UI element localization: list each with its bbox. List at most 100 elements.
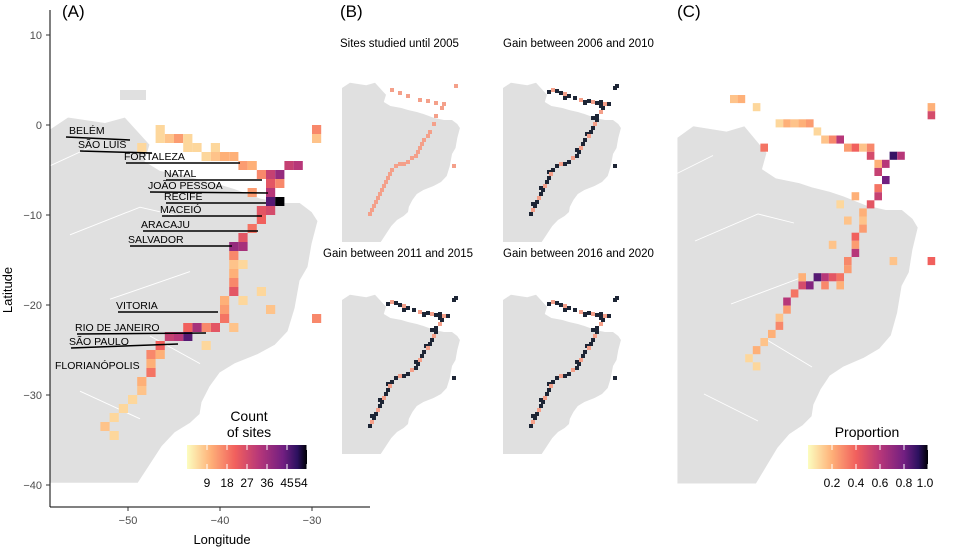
site-marker [563, 374, 567, 378]
heat-cell [192, 143, 202, 152]
heat-cell [882, 159, 890, 168]
site-marker [426, 134, 430, 138]
site-marker [599, 322, 603, 326]
site-marker [591, 312, 595, 316]
heat-cell [927, 103, 936, 112]
heat-cell [836, 281, 844, 290]
heat-cell [828, 273, 837, 282]
city-10: VITORIA [116, 300, 218, 313]
city-name: SÃO PAULO [69, 335, 129, 348]
site-marker [428, 342, 432, 346]
site-marker [386, 388, 390, 392]
heat-cell [882, 176, 890, 185]
heat-cell [836, 273, 844, 282]
heat-cell [201, 152, 211, 161]
site-marker [406, 372, 410, 376]
site-marker [406, 94, 410, 98]
heat-cell [109, 413, 119, 422]
site-marker [595, 313, 599, 317]
heat-cell [874, 192, 882, 201]
site-marker [563, 162, 567, 166]
site-marker [545, 180, 549, 184]
heat-cell [238, 161, 248, 170]
site-marker [551, 300, 555, 304]
heat-cell [821, 273, 829, 282]
site-marker [591, 328, 595, 332]
site-marker [368, 424, 372, 428]
site-marker [390, 380, 394, 384]
site-marker [382, 396, 386, 400]
x-ticks: −50 −40 −30 [119, 507, 322, 527]
site-marker [376, 196, 380, 200]
heat-cell [851, 232, 860, 241]
site-marker [613, 86, 617, 90]
site-marker [420, 142, 424, 146]
subpanel-b3-title: Gain between 2011 and 2015 [323, 248, 473, 260]
heat-cell [266, 170, 276, 179]
heat-cell [790, 119, 799, 128]
x-tick-label: −30 [303, 515, 322, 527]
site-marker [613, 164, 617, 168]
panel-a-land [49, 116, 319, 484]
site-marker [430, 312, 434, 316]
site-marker [539, 192, 543, 196]
heat-cell [220, 314, 230, 323]
legend-count-tick: 9 [204, 476, 211, 490]
heat-cell [874, 159, 882, 168]
heat-cell [164, 332, 174, 341]
heat-cell [183, 134, 193, 143]
heat-cell [174, 332, 184, 341]
site-marker [593, 334, 597, 338]
heat-cell [100, 422, 110, 431]
heat-cell [927, 257, 936, 266]
site-marker [577, 150, 581, 154]
heat-cell [798, 281, 806, 290]
site-marker [438, 312, 442, 316]
site-marker [426, 346, 430, 350]
site-marker [374, 200, 378, 204]
subpanel-b3: Gain between 2011 and 2015 [323, 248, 473, 454]
heat-cell [247, 161, 257, 170]
legend-proportion-tick: 0.4 [848, 476, 865, 490]
site-marker [416, 362, 420, 366]
heat-cell [866, 200, 875, 209]
heat-cell [866, 151, 875, 160]
site-marker [581, 142, 585, 146]
heat-cell [775, 119, 784, 128]
heat-cell [844, 257, 852, 266]
city-12: SÃO PAULO [69, 335, 179, 349]
site-marker [422, 313, 426, 317]
site-marker [398, 91, 402, 95]
heat-cell [266, 197, 276, 206]
heat-cell [859, 224, 867, 233]
heat-cell [275, 179, 285, 188]
subpanel-b2-sites [529, 84, 619, 216]
legend-count-tick: 18 [220, 476, 234, 490]
site-marker [378, 404, 382, 408]
city-1: BELÉM [65, 124, 131, 141]
site-marker [440, 318, 444, 322]
heat-cell [851, 192, 860, 201]
heat-cell [256, 287, 266, 296]
site-marker [559, 303, 563, 307]
heat-cell [128, 395, 138, 404]
heat-cell [783, 305, 791, 314]
city-9: SALVADOR [128, 234, 232, 247]
site-marker [384, 392, 388, 396]
city-5: JOÃO PESSOA [148, 179, 269, 194]
legend-count-tick: 54 [294, 476, 308, 490]
site-marker [571, 156, 575, 160]
site-marker [406, 306, 410, 310]
site-marker [418, 98, 422, 102]
city-leader [149, 191, 269, 194]
city-8: ARACAJU [141, 219, 258, 232]
city-name: SALVADOR [128, 234, 184, 246]
site-marker [577, 362, 581, 366]
site-marker [603, 314, 607, 318]
city-3: FORTALEZA [124, 151, 240, 164]
site-marker [559, 91, 563, 95]
site-marker [595, 114, 599, 118]
heat-cell [210, 323, 220, 332]
site-marker [402, 374, 406, 378]
y-tick-label: −30 [23, 390, 42, 402]
